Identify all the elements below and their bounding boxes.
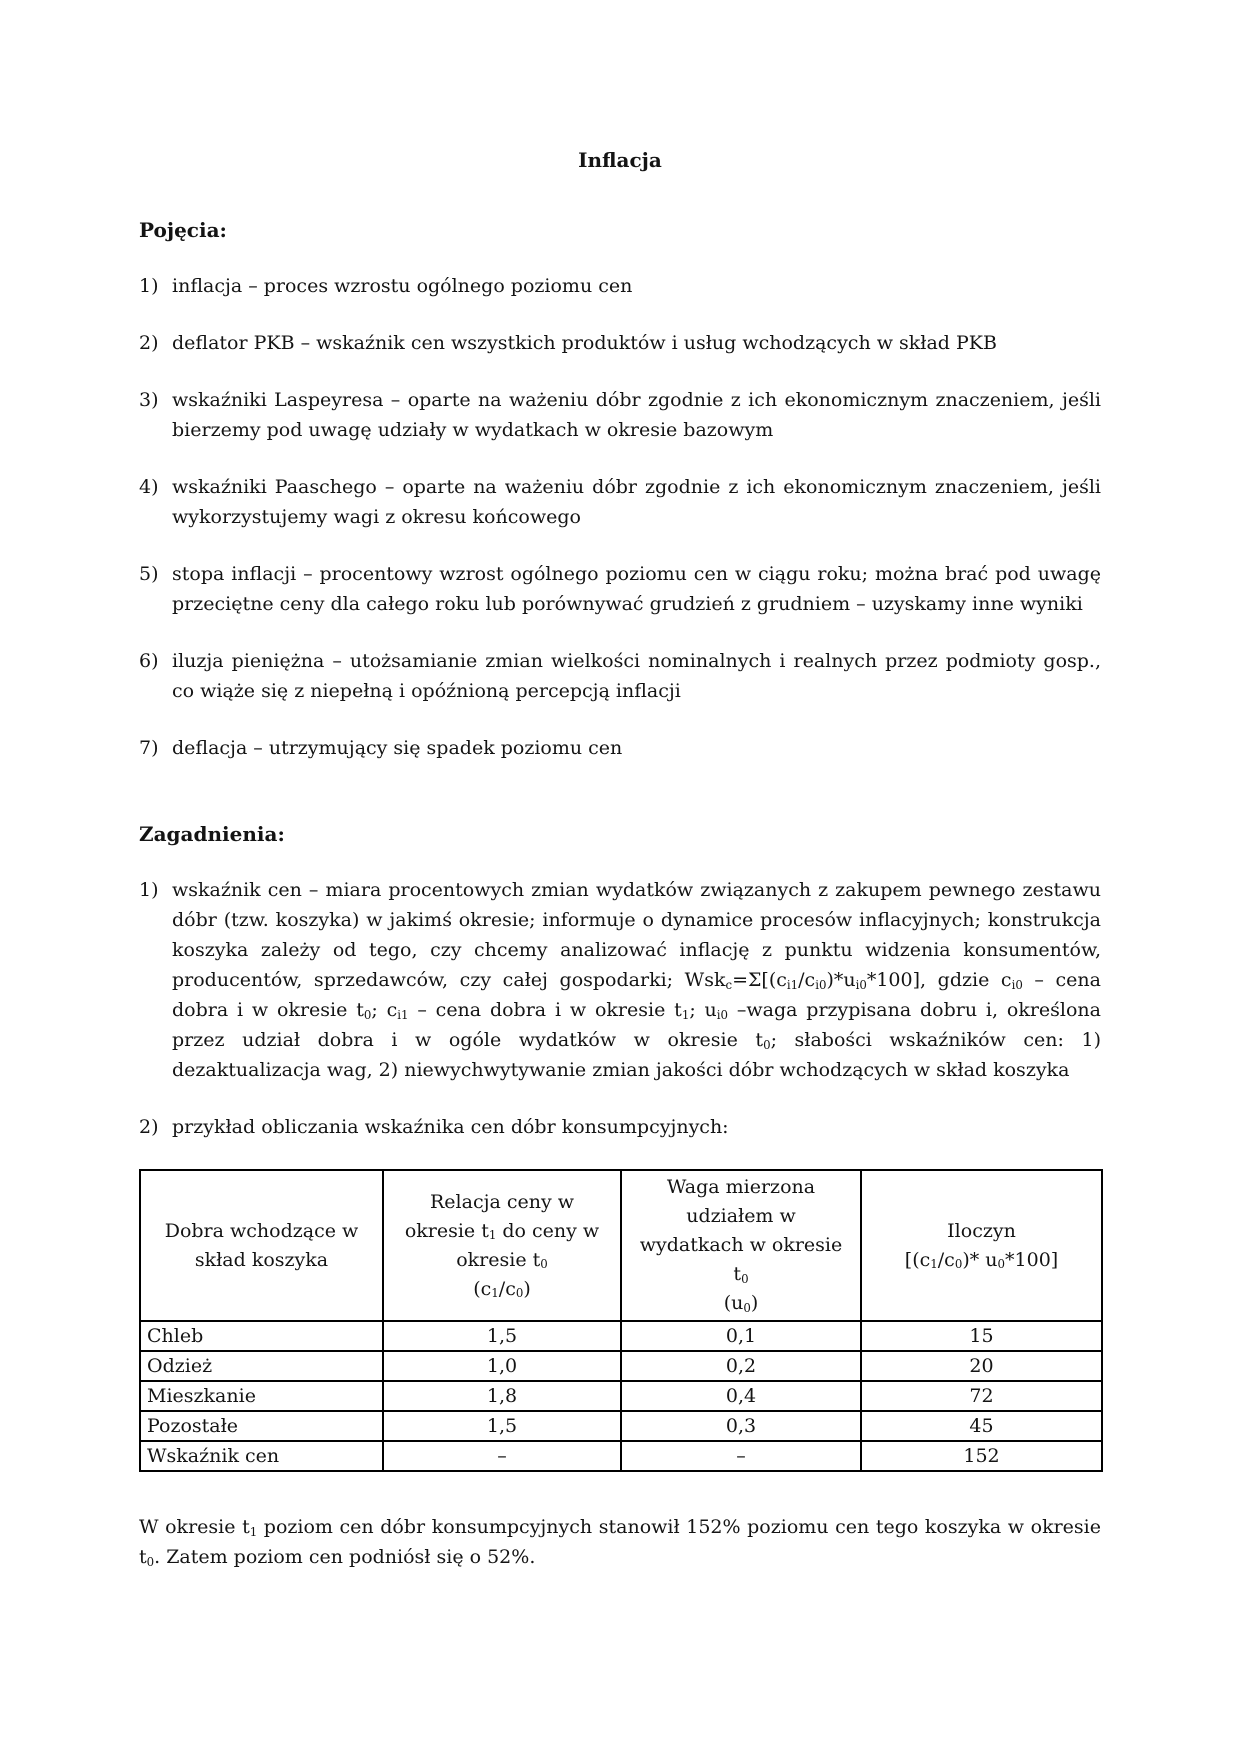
list-item-number: 1) [139, 879, 159, 901]
pojecia-list: 1) inflacja – proces wzrostu ogólnego po… [139, 271, 1101, 763]
list-item-text: stopa inflacji – procentowy wzrost ogóln… [172, 563, 1101, 615]
table-cell: 1,5 [382, 1410, 622, 1442]
table-row: Odzież 1,0 0,2 20 [139, 1350, 1103, 1382]
list-item-text: wskaźniki Paaschego – oparte na ważeniu … [172, 476, 1101, 528]
table-header-goods: Dobra wchodzące w skład koszyka [139, 1169, 384, 1322]
list-item-number: 3) [139, 389, 159, 411]
table-cell: Wskaźnik cen [139, 1440, 384, 1472]
table-cell: Pozostałe [139, 1410, 384, 1442]
table-cell: 0,2 [620, 1350, 862, 1382]
list-item-text: inflacja – proces wzrostu ogólnego pozio… [172, 275, 633, 297]
list-item: 2) deflator PKB – wskaźnik cen wszystkic… [139, 328, 1101, 358]
table-header-price-relation: Relacja ceny w okresie t1 do ceny w okresi… [382, 1169, 622, 1322]
table-cell: 72 [860, 1380, 1103, 1412]
table-cell: – [620, 1440, 862, 1472]
table-cell: 0,3 [620, 1410, 862, 1442]
list-item-text: deflator PKB – wskaźnik cen wszystkich p… [172, 332, 997, 354]
table-cell: 1,0 [382, 1350, 622, 1382]
zagadnienia-list: 1) wskaźnik cen – miara procentowych zmi… [139, 875, 1101, 1142]
section-heading-zagadnienia: Zagadnienia: [139, 822, 285, 846]
list-item-number: 6) [139, 650, 159, 672]
list-item-text: iluzja pieniężna – utożsamianie zmian wi… [172, 650, 1101, 702]
list-item: 4) wskaźniki Paaschego – oparte na ważen… [139, 472, 1101, 532]
section-heading-pojecia: Pojęcia: [139, 218, 227, 242]
list-item: 6) iluzja pieniężna – utożsamianie zmian… [139, 646, 1101, 706]
list-item: 2) przykład obliczania wskaźnika cen dób… [139, 1112, 1101, 1142]
table-header-row: Dobra wchodzące w skład koszyka Relacja c… [139, 1169, 1103, 1322]
list-item: 1) inflacja – proces wzrostu ogólnego po… [139, 271, 1101, 301]
list-item-text: wskaźnik cen – miara procentowych zmian … [172, 879, 1101, 1081]
list-item: 7) deflacja – utrzymujący się spadek poz… [139, 733, 1101, 763]
table-header-product: Iloczyn [(c1/c0)* u0*100] [860, 1169, 1103, 1322]
table-cell: Chleb [139, 1320, 384, 1352]
list-item-number: 2) [139, 1116, 159, 1138]
table-cell: 1,8 [382, 1380, 622, 1412]
table-cell: Odzież [139, 1350, 384, 1382]
table-cell: 152 [860, 1440, 1103, 1472]
table-cell: – [382, 1440, 622, 1472]
table-cell: 20 [860, 1350, 1103, 1382]
list-item: 1) wskaźnik cen – miara procentowych zmi… [139, 875, 1101, 1085]
table-cell: 45 [860, 1410, 1103, 1442]
list-item-text: wskaźniki Laspeyresa – oparte na ważeniu… [172, 389, 1101, 441]
table-cell: 0,4 [620, 1380, 862, 1412]
list-item-number: 1) [139, 275, 159, 297]
table-row-total: Wskaźnik cen – – 152 [139, 1440, 1103, 1472]
table-row: Pozostałe 1,5 0,3 45 [139, 1410, 1103, 1442]
list-item: 5) stopa inflacji – procentowy wzrost og… [139, 559, 1101, 619]
table-cell: 15 [860, 1320, 1103, 1352]
list-item-number: 2) [139, 332, 159, 354]
table-cell: 0,1 [620, 1320, 862, 1352]
table-header-weight: Waga mierzona udziałem w wydatkach w okres… [620, 1169, 862, 1322]
list-item-text: przykład obliczania wskaźnika cen dóbr k… [172, 1116, 729, 1138]
list-item: 3) wskaźniki Laspeyresa – oparte na waże… [139, 385, 1101, 445]
table-cell: Mieszkanie [139, 1380, 384, 1412]
list-item-text: deflacja – utrzymujący się spadek poziom… [172, 737, 623, 759]
footer-paragraph: W okresie t1 poziom cen dóbr konsumpcyjn… [139, 1516, 1101, 1569]
table-cell: 1,5 [382, 1320, 622, 1352]
table-row: Mieszkanie 1,8 0,4 72 [139, 1380, 1103, 1412]
list-item-number: 7) [139, 737, 159, 759]
list-item-number: 4) [139, 476, 159, 498]
page-title: Inflacja [578, 148, 662, 172]
list-item-number: 5) [139, 563, 159, 585]
price-index-table: Dobra wchodzące w skład koszyka Relacja c… [139, 1169, 1103, 1472]
table-row: Chleb 1,5 0,1 15 [139, 1320, 1103, 1352]
